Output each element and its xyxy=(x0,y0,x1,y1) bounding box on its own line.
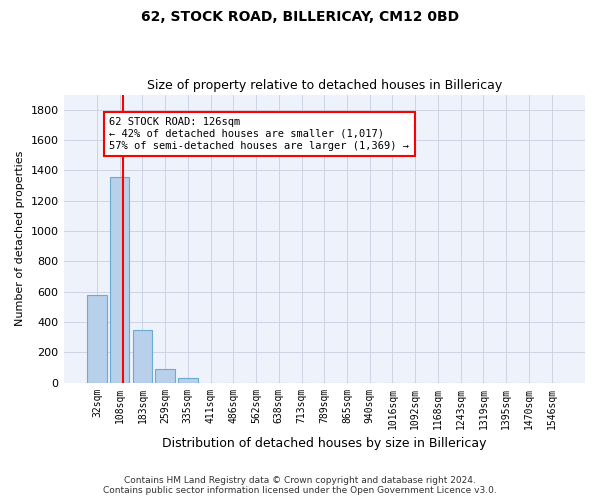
Text: 62, STOCK ROAD, BILLERICAY, CM12 0BD: 62, STOCK ROAD, BILLERICAY, CM12 0BD xyxy=(141,10,459,24)
Bar xyxy=(110,177,130,382)
Text: 62 STOCK ROAD: 126sqm
← 42% of detached houses are smaller (1,017)
57% of semi-d: 62 STOCK ROAD: 126sqm ← 42% of detached … xyxy=(109,118,409,150)
Y-axis label: Number of detached properties: Number of detached properties xyxy=(15,151,25,326)
Bar xyxy=(155,369,175,382)
X-axis label: Distribution of detached houses by size in Billericay: Distribution of detached houses by size … xyxy=(162,437,487,450)
Bar xyxy=(178,378,197,382)
Text: Contains HM Land Registry data © Crown copyright and database right 2024.
Contai: Contains HM Land Registry data © Crown c… xyxy=(103,476,497,495)
Title: Size of property relative to detached houses in Billericay: Size of property relative to detached ho… xyxy=(146,79,502,92)
Bar xyxy=(87,294,107,382)
Bar xyxy=(133,330,152,382)
